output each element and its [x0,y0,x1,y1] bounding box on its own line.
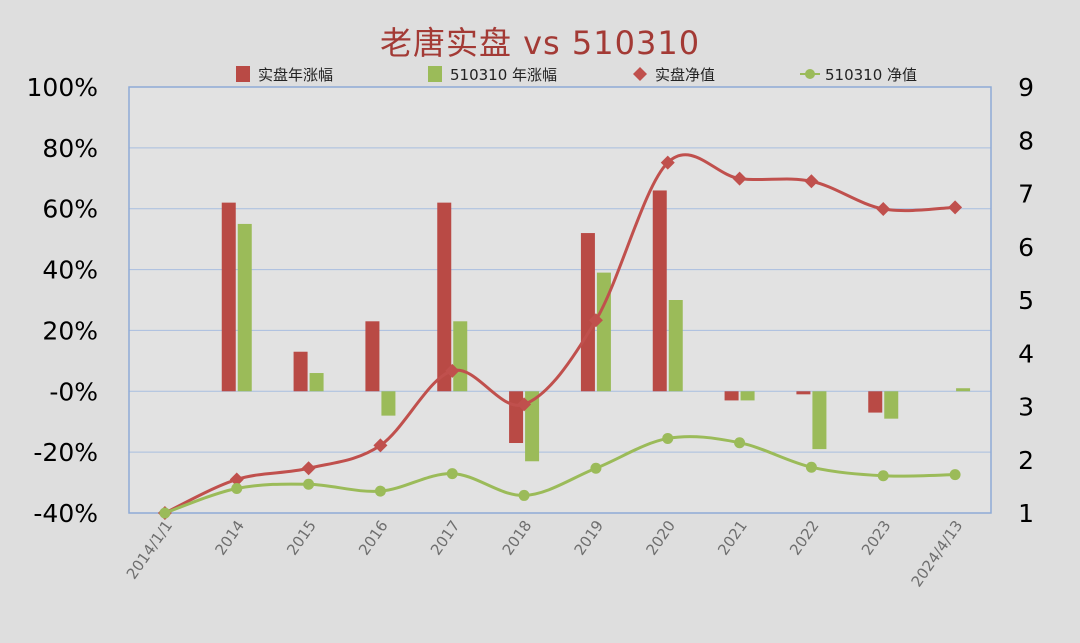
x-tick-label: 2022 [786,517,823,559]
x-tick-label: 2014 [211,517,248,559]
line-point [734,437,746,449]
bar [509,391,524,444]
bar [956,388,971,392]
x-tick-label: 2016 [355,517,392,559]
line-point [948,200,963,215]
y-right-tick-label: 9 [1018,73,1034,102]
bar [796,391,811,395]
bar [812,391,827,450]
bar [724,391,739,401]
line-point [159,507,171,519]
line-point [588,313,603,328]
y-left-tick-label: -20% [33,438,98,467]
legend-label: 实盘净值 [655,66,715,84]
line-point [517,397,532,412]
y-right-tick-label: 6 [1018,233,1034,262]
line-point [373,438,388,453]
y-right-tick-label: 4 [1018,339,1034,368]
bar [884,391,899,419]
series-line [164,435,956,515]
bar [525,391,540,462]
line-point [445,363,460,378]
line-point [590,462,602,474]
bar [365,321,380,392]
bar [293,351,308,392]
x-tick-label: 2017 [427,517,464,559]
line-point [374,485,386,497]
bar [381,391,396,416]
bar [652,190,667,392]
y-left-tick-label: 20% [42,316,98,345]
legend-swatch [633,67,647,81]
line-point [662,432,674,444]
legend-swatch [236,66,250,82]
x-tick-label: 2024/4/13 [907,517,966,590]
bar [580,233,595,392]
x-tick-label: 2021 [714,517,751,559]
y-right-tick-label: 5 [1018,286,1034,315]
line-point [231,483,243,495]
bar [237,223,252,392]
y-right-tick-label: 1 [1018,499,1034,528]
y-left-tick-label: -40% [33,499,98,528]
bar [868,391,883,413]
line-point [949,469,961,481]
line-point [660,155,675,170]
x-tick-label: 2014/1/1 [123,517,176,583]
line-point [804,174,819,189]
y-right-tick-label: 8 [1018,126,1034,155]
bar [309,373,324,392]
line-point [876,201,891,216]
chart-title: 老唐实盘 vs 510310 [379,24,701,62]
legend-swatch [428,66,442,82]
y-left-tick-label: 80% [42,134,98,163]
bar [437,202,452,392]
y-right-tick-label: 2 [1018,446,1034,475]
line-point [303,478,315,490]
bar [740,391,755,401]
line-point [805,461,817,473]
line-point [877,470,889,482]
bar [453,321,468,392]
x-tick-label: 2019 [571,517,608,559]
y-left-tick-label: 40% [42,256,98,285]
x-tick-label: 2020 [642,517,679,559]
x-tick-label: 2018 [499,517,536,559]
y-right-tick-label: 7 [1018,180,1034,209]
line-point [732,171,747,186]
legend-swatch [805,69,815,79]
bar [596,272,611,392]
line-point [301,461,316,476]
y-left-tick-label: -0% [49,377,98,406]
bar [221,202,236,392]
bar [668,300,683,392]
x-tick-label: 2023 [858,517,895,559]
y-left-tick-label: 60% [42,195,98,224]
legend-label: 510310 净值 [825,66,917,84]
line-point [446,468,458,480]
y-left-tick-label: 100% [27,73,98,102]
line-point [229,472,244,487]
legend-label: 510310 年涨幅 [450,66,557,84]
plot-area [129,87,991,513]
line-point [518,489,530,501]
legend-label: 实盘年涨幅 [258,66,333,84]
x-tick-label: 2015 [283,517,320,559]
y-right-tick-label: 3 [1018,393,1034,422]
plot-frame [128,86,992,514]
